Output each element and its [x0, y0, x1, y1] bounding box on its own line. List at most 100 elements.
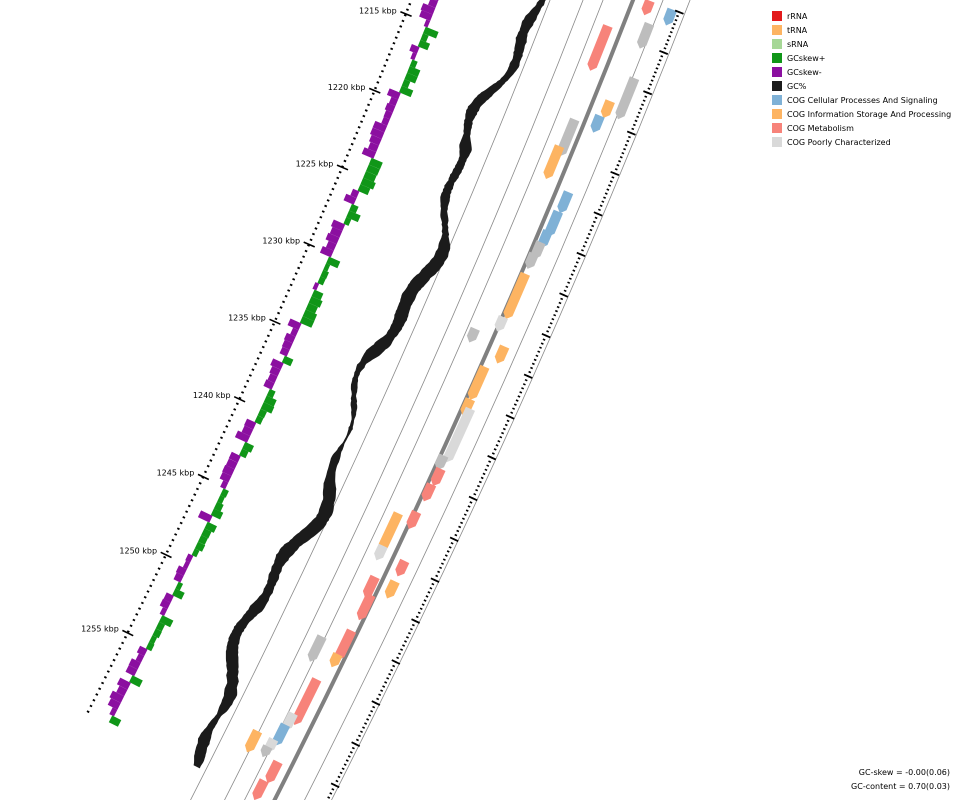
- outer-major-tick: [659, 49, 669, 55]
- gc-skew-positive-segment: [159, 615, 174, 628]
- outer-minor-tick: [415, 615, 419, 619]
- inner-minor-tick: [152, 578, 156, 582]
- legend-label: COG Information Storage And Processing: [787, 109, 952, 119]
- outer-minor-tick: [461, 517, 465, 521]
- legend-label: COG Metabolism: [787, 123, 854, 133]
- gc-skew-positive-segment: [357, 184, 371, 196]
- kbp-tick-label: 1220 kbp: [328, 83, 366, 92]
- inner-minor-tick: [209, 459, 213, 462]
- outer-minor-tick: [463, 513, 467, 516]
- gene-feature-arrow: [557, 117, 580, 157]
- outer-minor-tick: [584, 240, 588, 244]
- gene-feature-arrow: [272, 722, 290, 746]
- inner-minor-tick: [165, 550, 169, 553]
- inner-minor-tick: [338, 170, 342, 174]
- outer-minor-tick: [388, 672, 392, 676]
- inner-minor-tick: [89, 704, 93, 708]
- outer-minor-tick: [380, 689, 384, 692]
- inner-minor-tick: [157, 567, 161, 571]
- gc-skew-negative-segment: [267, 373, 278, 384]
- inner-minor-tick: [269, 328, 273, 332]
- inner-minor-tick: [206, 464, 210, 468]
- gc-skew-negative-segment: [420, 3, 436, 15]
- gc-skew-positive-segment: [266, 388, 276, 399]
- kbp-tick-label: 1245 kbp: [157, 469, 195, 478]
- gc-skew-negative-segment: [107, 698, 121, 710]
- kbp-tick: [400, 11, 412, 18]
- track-guides: [190, 0, 691, 800]
- inner-minor-tick: [193, 493, 197, 497]
- outer-minor-tick: [572, 269, 576, 272]
- gc-content-band: [193, 0, 546, 769]
- gene-feature-arrow: [374, 543, 388, 561]
- outer-minor-tick: [587, 232, 591, 236]
- outer-minor-tick: [650, 79, 654, 82]
- gc-skew-positive-segment: [201, 528, 212, 539]
- inner-minor-tick: [309, 238, 313, 242]
- outer-minor-tick: [644, 95, 648, 98]
- gc-skew-positive-segment: [129, 675, 143, 688]
- inner-minor-tick: [160, 561, 164, 565]
- outer-major-tick: [626, 130, 636, 136]
- gc-skew-negative-segment: [384, 102, 396, 113]
- inner-minor-tick: [396, 30, 400, 34]
- outer-minor-tick: [446, 550, 450, 553]
- gc-skew-negative-segment: [125, 665, 138, 677]
- inner-minor-tick: [326, 199, 330, 202]
- legend-label: GCskew-: [787, 67, 822, 77]
- kbp-tick-label: 1240 kbp: [193, 391, 231, 400]
- outer-minor-tick: [400, 648, 404, 651]
- outer-minor-tick: [614, 168, 618, 171]
- gc-skew-positive-segment: [360, 177, 376, 190]
- gc-skew-positive-segment: [172, 588, 185, 600]
- outer-minor-tick: [636, 115, 640, 119]
- outer-major-tick: [559, 292, 569, 298]
- legend-swatch: [772, 67, 782, 77]
- inner-minor-tick: [92, 698, 96, 702]
- outer-minor-tick: [586, 236, 589, 240]
- outer-minor-tick: [660, 55, 664, 58]
- inner-minor-tick: [316, 221, 320, 225]
- outer-major-tick: [593, 211, 603, 217]
- outer-major-tick: [505, 414, 515, 420]
- gc-skew-positive-segment: [175, 581, 184, 591]
- outer-minor-tick: [669, 30, 673, 34]
- kbp-tick: [303, 241, 316, 248]
- inner-minor-tick: [86, 710, 90, 714]
- outer-minor-tick: [560, 297, 564, 301]
- gc-skew-negative-segment: [270, 358, 284, 370]
- inner-minor-tick: [129, 624, 133, 628]
- outer-minor-tick: [639, 107, 643, 110]
- inner-minor-tick: [115, 653, 119, 656]
- inner-minor-tick: [138, 607, 142, 611]
- inner-minor-tick: [109, 664, 113, 668]
- outer-minor-tick: [540, 342, 544, 345]
- outer-minor-tick: [642, 99, 646, 102]
- gc-skew-positive-segment: [349, 203, 359, 214]
- outer-minor-tick: [411, 623, 415, 627]
- gc-skew-positive-segment: [213, 501, 224, 512]
- gc-skew-negative-segment: [244, 418, 257, 430]
- inner-minor-tick: [179, 521, 183, 525]
- gene-feature-arrow: [637, 21, 655, 49]
- inner-minor-tick: [376, 81, 380, 84]
- outer-major-tick: [468, 495, 478, 502]
- gc-skew-negative-segment: [182, 560, 191, 570]
- gc-skew-positive-segment: [191, 548, 200, 558]
- gene-feature-arrow: [525, 251, 539, 269]
- outer-minor-tick: [604, 192, 608, 195]
- gc-skew-negative-segment: [372, 120, 388, 133]
- outer-minor-tick: [442, 558, 446, 561]
- inner-minor-tick: [408, 2, 412, 6]
- gene-feature-arrow: [356, 592, 376, 621]
- outer-major-tick: [487, 454, 497, 461]
- gc-skew-negative-segment: [116, 685, 128, 697]
- legend-swatch: [772, 11, 782, 21]
- inner-minor-tick: [132, 618, 136, 622]
- outer-minor-tick: [641, 103, 644, 106]
- outer-minor-tick: [665, 43, 668, 46]
- inner-minor-tick: [187, 504, 191, 508]
- inner-minor-tick: [163, 555, 167, 559]
- inner-minor-tick: [319, 215, 323, 219]
- outer-minor-tick: [405, 636, 409, 639]
